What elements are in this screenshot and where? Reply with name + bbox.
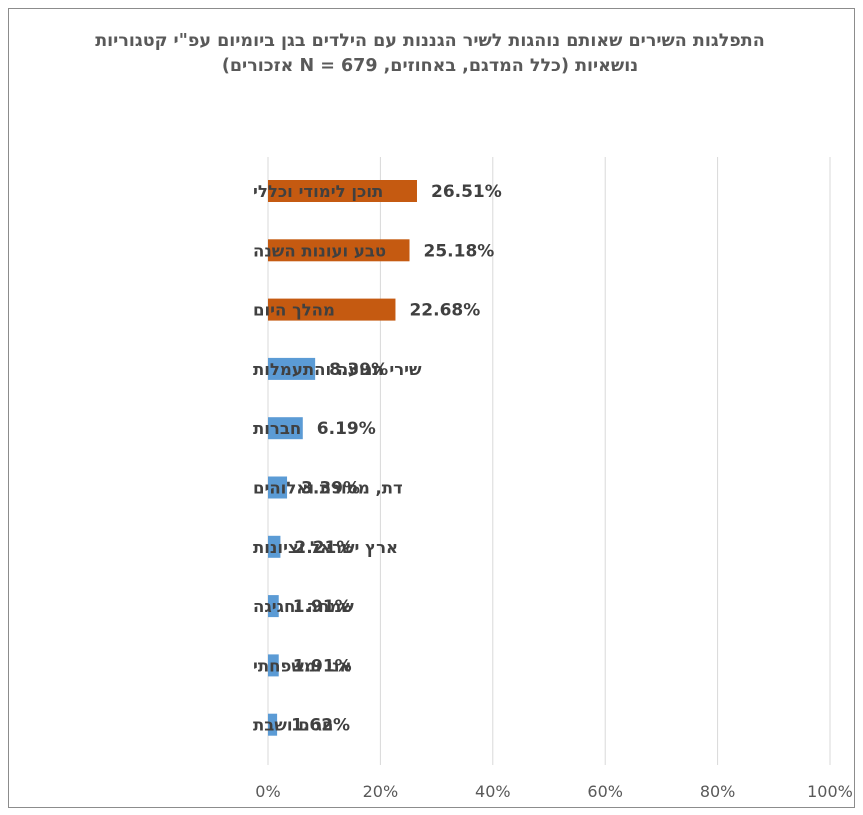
data-label: 26.51% [431, 182, 502, 202]
bar [268, 180, 417, 202]
data-label: 3.39% [301, 479, 360, 499]
bar [268, 595, 279, 618]
data-label: 1.91% [293, 656, 352, 676]
chart-frame [8, 8, 855, 808]
category-label: שירי תנועה והתעמלות [253, 360, 422, 379]
x-tick-label: 20% [363, 782, 399, 801]
bars [268, 180, 417, 736]
data-label: 25.18% [424, 241, 495, 261]
category-label: שמחה וחגיגה [253, 597, 354, 616]
bar [268, 476, 288, 499]
x-tick-label: 80% [700, 782, 736, 801]
x-tick-label: 100% [807, 782, 853, 801]
bar [268, 535, 281, 558]
bar [268, 713, 278, 736]
category-label: אני ומשפחתי [253, 656, 352, 675]
x-tick-label: 60% [587, 782, 623, 801]
data-label: 1.62% [291, 716, 350, 736]
category-label: מהלך היום [253, 301, 335, 320]
bar [268, 298, 396, 321]
x-axis-ticks: 0% 20% 40% 60% 80% 100% [255, 782, 853, 801]
category-label: חברות [253, 419, 301, 438]
chart-title: התפלגות השירים שאותם נוהגות לשיר הגננות … [95, 31, 765, 76]
data-label: 8.39% [329, 360, 388, 380]
category-label: חגים ושבת [253, 716, 333, 735]
data-label: 22.68% [409, 301, 480, 321]
x-tick-label: 0% [255, 782, 280, 801]
bar [268, 417, 303, 440]
data-label: 1.91% [293, 597, 352, 617]
category-label: תוכן לימודי וכללי [253, 182, 383, 201]
bar [268, 239, 410, 262]
bar [268, 357, 316, 380]
bar [268, 654, 279, 677]
category-label: טבע ועונות השנה [253, 241, 386, 260]
category-labels: תוכן לימודי וכללי טבע ועונות השנה מהלך היו… [253, 182, 422, 735]
data-label: 6.19% [317, 419, 376, 439]
category-label: דת, מסורת ואלוהים [253, 479, 403, 498]
category-label: ארץ ישראל וציונות [253, 538, 398, 557]
data-labels: 26.51% 25.18% 22.68% 8.39% 6.19% 3.39% 2.21% 1.… [291, 182, 502, 736]
data-label: 2.21% [294, 538, 353, 558]
x-tick-label: 40% [475, 782, 511, 801]
